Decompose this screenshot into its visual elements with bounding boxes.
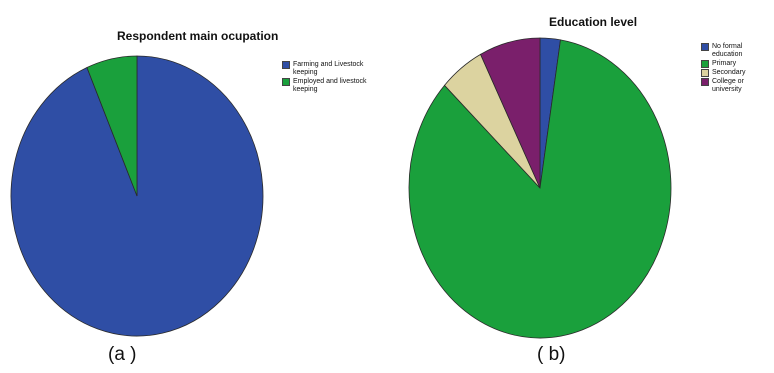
pie-slice-primary xyxy=(408,39,672,339)
legend-swatch xyxy=(701,69,709,77)
education-chart-panel: Education level No formal education Prima… xyxy=(387,0,774,373)
occupation-legend: Farming and Livestock keeping Employed an… xyxy=(282,61,382,95)
legend-label: No formal education xyxy=(712,43,743,58)
occupation-pie xyxy=(10,55,264,337)
legend-label: Farming and Livestock keeping xyxy=(293,61,364,76)
education-pie xyxy=(408,37,672,339)
legend-label: Secondary xyxy=(712,69,746,76)
legend-item: Farming and Livestock keeping xyxy=(282,61,382,77)
chart-title: Education level xyxy=(549,15,638,29)
chart-title: Respondent main ocupation xyxy=(117,29,279,43)
legend-item: Primary xyxy=(701,60,773,68)
legend-item: Secondary xyxy=(701,69,773,77)
legend-label: College or university xyxy=(712,78,744,93)
legend-item: Employed and livestock keeping xyxy=(282,78,382,94)
legend-swatch xyxy=(282,61,290,69)
occupation-chart-panel: Respondent main ocupation Farming and Li… xyxy=(10,29,382,365)
pie-slice-employed-and-livestock-keeping xyxy=(86,55,138,197)
panel-label-a: (a ) xyxy=(108,344,137,365)
education-legend: No formal education Primary Secondary Colle… xyxy=(701,43,773,95)
legend-swatch xyxy=(701,78,709,86)
legend-swatch xyxy=(701,60,709,68)
legend-swatch xyxy=(701,43,709,51)
pie-slice-college-or-university xyxy=(480,37,541,189)
legend-item: No formal education xyxy=(701,43,773,59)
legend-item: College or university xyxy=(701,78,773,94)
legend-swatch xyxy=(282,78,290,86)
legend-label: Employed and livestock keeping xyxy=(293,78,367,93)
panel-label-b: ( b) xyxy=(537,344,566,365)
legend-label: Primary xyxy=(712,60,737,67)
